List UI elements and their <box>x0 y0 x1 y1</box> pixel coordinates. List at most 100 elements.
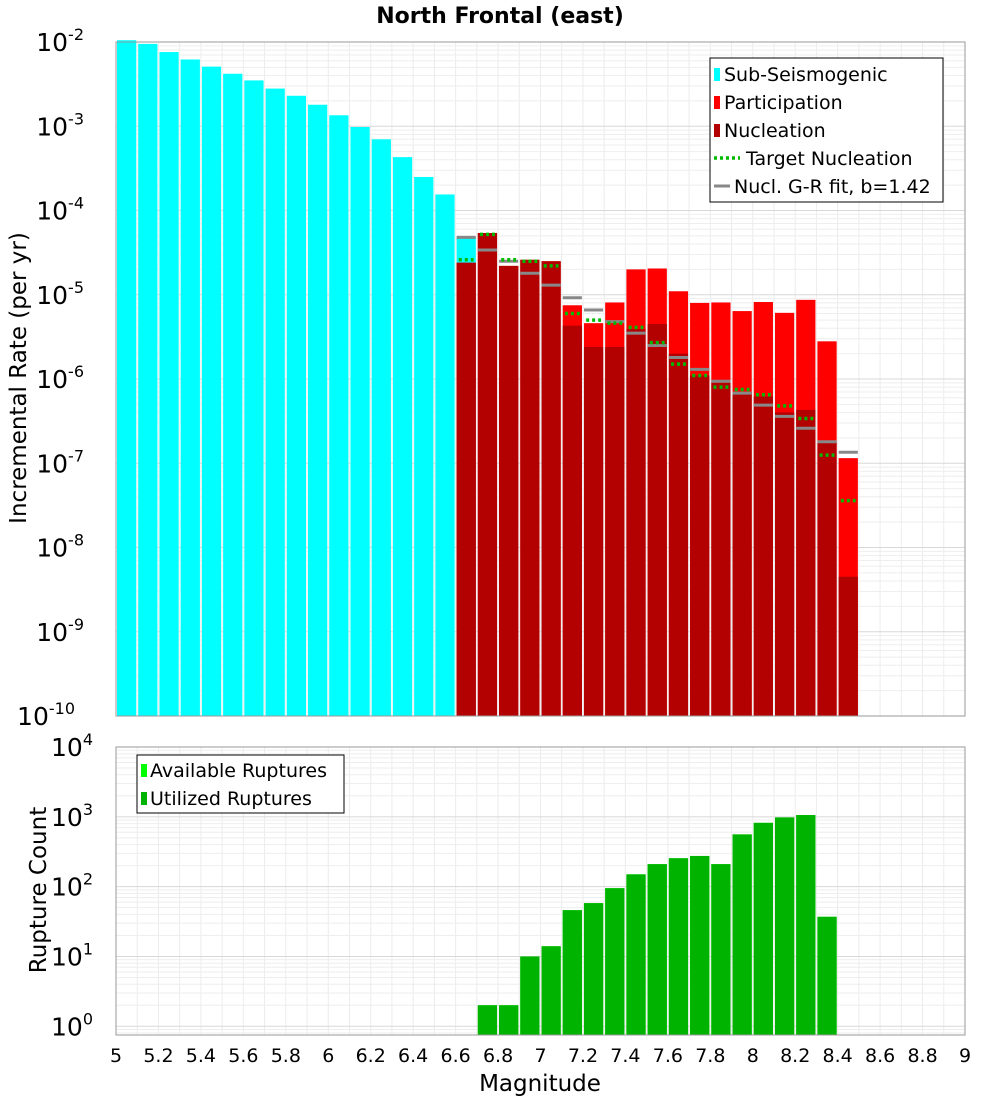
nucleation-bar <box>774 412 795 716</box>
sub-seismogenic-bar <box>117 40 137 717</box>
legend-label: Target Nucleation <box>745 148 913 170</box>
sub-seismogenic-bar <box>329 115 349 716</box>
x-tick-label: 7.8 <box>695 1045 725 1067</box>
utilized-ruptures-bar <box>732 834 752 1035</box>
utilized-ruptures-bar <box>774 817 795 1035</box>
legend-swatch <box>714 68 720 81</box>
utilized-ruptures-bar <box>668 858 689 1035</box>
x-tick-label: 6.4 <box>398 1045 428 1067</box>
sub-seismogenic-bar <box>371 139 391 717</box>
utilized-ruptures-bar <box>499 1005 519 1035</box>
x-tick-label: 6.6 <box>440 1045 470 1067</box>
utilized-ruptures-bar <box>711 864 731 1035</box>
sub-seismogenic-bar <box>286 95 307 717</box>
utilized-ruptures-bar <box>690 855 710 1035</box>
x-tick-label: 6.8 <box>483 1045 513 1067</box>
nucleation-bar <box>541 261 561 716</box>
legend-swatch <box>714 96 720 109</box>
utilized-ruptures-bar <box>753 822 773 1035</box>
utilized-ruptures-bar <box>477 1005 498 1035</box>
utilized-ruptures-bar <box>796 815 816 1035</box>
nucleation-bar <box>647 323 667 716</box>
utilized-ruptures-bar <box>647 864 667 1035</box>
legend-label: Sub-Seismogenic <box>724 64 888 86</box>
y-tick-label: 101 <box>51 939 93 971</box>
y-tick-label: 10-2 <box>36 25 84 57</box>
legend-label: Nucl. G-R fit, b=1.42 <box>734 176 931 198</box>
utilized-ruptures-bar <box>583 903 604 1035</box>
nucleation-bar <box>796 409 816 716</box>
y-tick-label: 10-4 <box>36 194 84 226</box>
x-tick-label: 5.4 <box>186 1045 216 1067</box>
utilized-ruptures-bar <box>562 910 582 1035</box>
x-tick-label: 6 <box>322 1045 334 1067</box>
x-tick-label: 7 <box>534 1045 546 1067</box>
legend-swatch <box>141 792 147 805</box>
nucleation-bar <box>732 392 752 716</box>
count-y-axis-label: Rupture Count <box>26 807 52 973</box>
y-tick-label: 10-10 <box>17 699 75 731</box>
legend-label: Utilized Ruptures <box>150 788 312 810</box>
sub-seismogenic-bar <box>265 88 285 717</box>
nucleation-bar <box>605 346 625 716</box>
utilized-ruptures-bar <box>520 956 540 1035</box>
nucleation-bar <box>520 259 540 716</box>
legend-swatch <box>714 124 720 137</box>
x-tick-label: 9 <box>959 1045 971 1067</box>
x-tick-label: 7.4 <box>610 1045 640 1067</box>
x-tick-label: 8.2 <box>780 1045 810 1067</box>
utilized-ruptures-bar <box>817 916 837 1035</box>
y-tick-label: 103 <box>51 800 93 832</box>
x-tick-label: 8.6 <box>865 1045 895 1067</box>
utilized-ruptures-bar <box>605 888 625 1035</box>
nucleation-bar <box>499 265 519 716</box>
chart-title: North Frontal (east) <box>376 4 624 29</box>
plot-border <box>115 41 966 717</box>
nucleation-bar <box>626 329 646 716</box>
legend-swatch <box>141 764 147 777</box>
rate-y-axis-label: Incremental Rate (per yr) <box>6 232 32 524</box>
plot-border <box>115 746 966 1036</box>
sub-seismogenic-bar <box>180 59 200 716</box>
sub-seismogenic-bar <box>350 126 370 717</box>
x-tick-label: 5.6 <box>228 1045 258 1067</box>
legend-box <box>709 57 944 203</box>
sub-seismogenic-bar <box>201 66 222 717</box>
nucleation-bar <box>817 441 837 716</box>
rupture-count-plot: 104 103 102 101 100 Available Ruptures Utilize… <box>51 730 971 1067</box>
nucleation-bar <box>668 353 689 716</box>
y-tick-label: 10-5 <box>36 278 84 310</box>
x-tick-label: 8.4 <box>823 1045 853 1067</box>
x-axis-label: Magnitude <box>479 1071 601 1097</box>
y-tick-label: 10-8 <box>36 531 84 563</box>
legend-label: Nucleation <box>724 120 826 142</box>
x-tick-label: 7.6 <box>653 1045 683 1067</box>
legend-label: Participation <box>724 92 843 114</box>
sub-seismogenic-bar <box>392 157 413 717</box>
rate-plot: 10-2 10-3 10-4 10-5 10-6 10-7 10-8 10-9 10-10 Sub… <box>17 25 966 731</box>
sub-seismogenic-bar <box>159 52 179 717</box>
y-tick-label: 10-6 <box>36 362 84 394</box>
sub-seismogenic-bar <box>244 80 264 716</box>
nucleation-bar <box>711 382 731 716</box>
nucleation-bar <box>456 262 476 716</box>
y-tick-label: 10-9 <box>36 615 84 647</box>
y-tick-label: 10-7 <box>36 446 84 478</box>
y-tick-label: 10-3 <box>36 109 84 141</box>
sub-seismogenic-bar <box>308 104 328 717</box>
nucleation-bar <box>838 576 858 716</box>
x-tick-label: 5.2 <box>143 1045 173 1067</box>
y-tick-label: 104 <box>51 730 93 762</box>
x-tick-label: 6.2 <box>356 1045 386 1067</box>
utilized-ruptures-bar <box>626 874 646 1035</box>
legend-label: Available Ruptures <box>150 760 327 782</box>
sub-seismogenic-bar <box>414 176 434 716</box>
nucleation-bar <box>562 325 582 716</box>
legend-box <box>136 754 345 814</box>
x-tick-label: 7.2 <box>568 1045 598 1067</box>
nucleation-bar <box>477 233 498 716</box>
nucleation-bar <box>753 396 773 716</box>
x-tick-label: 8.8 <box>907 1045 937 1067</box>
sub-seismogenic-bar <box>138 43 158 717</box>
